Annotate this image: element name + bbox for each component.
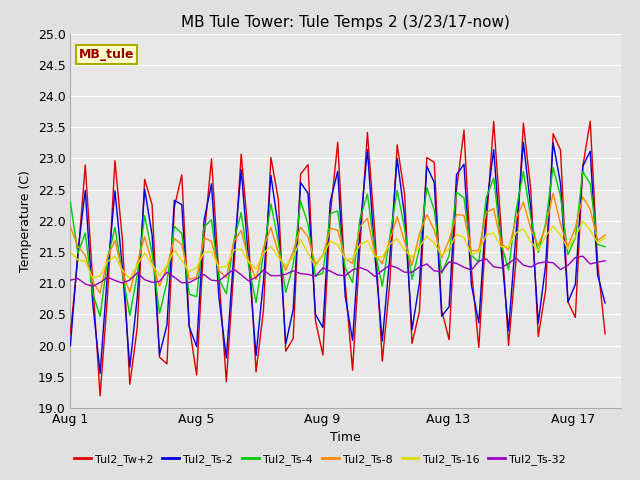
- X-axis label: Time: Time: [330, 432, 361, 444]
- Y-axis label: Temperature (C): Temperature (C): [19, 170, 32, 272]
- Legend: Tul2_Tw+2, Tul2_Ts-2, Tul2_Ts-4, Tul2_Ts-8, Tul2_Ts-16, Tul2_Ts-32: Tul2_Tw+2, Tul2_Ts-2, Tul2_Ts-4, Tul2_Ts…: [69, 450, 571, 469]
- Title: MB Tule Tower: Tule Temps 2 (3/23/17-now): MB Tule Tower: Tule Temps 2 (3/23/17-now…: [181, 15, 510, 30]
- Text: MB_tule: MB_tule: [79, 48, 134, 61]
